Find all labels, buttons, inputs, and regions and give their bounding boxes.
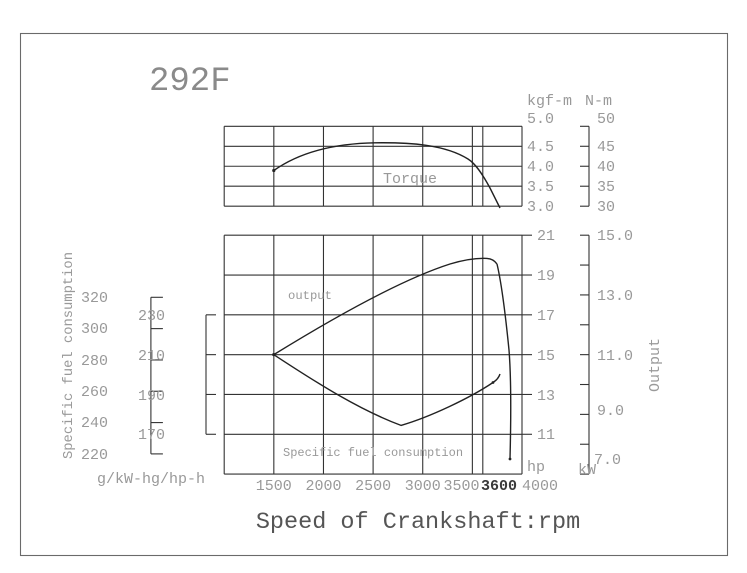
svg-text:Torque: Torque [383, 171, 437, 188]
svg-text:11: 11 [537, 427, 555, 444]
svg-text:3.5: 3.5 [527, 179, 554, 196]
svg-text:4.0: 4.0 [527, 159, 554, 176]
svg-text:1500: 1500 [256, 478, 292, 495]
svg-text:9.0: 9.0 [597, 403, 624, 420]
svg-text:3000: 3000 [405, 478, 441, 495]
svg-text:7.0: 7.0 [594, 452, 621, 469]
svg-text:15.0: 15.0 [597, 228, 633, 245]
svg-text:13.0: 13.0 [597, 288, 633, 305]
svg-text:hp: hp [527, 459, 545, 476]
svg-text:5.0: 5.0 [527, 111, 554, 128]
svg-text:N-m: N-m [585, 93, 612, 110]
svg-text:320: 320 [81, 290, 108, 307]
svg-text:13: 13 [537, 388, 555, 405]
svg-text:Speed of Crankshaft:rpm: Speed of Crankshaft:rpm [256, 509, 580, 536]
svg-text:230: 230 [138, 308, 165, 325]
svg-text:kgf-m: kgf-m [527, 93, 572, 110]
svg-text:2500: 2500 [355, 478, 391, 495]
svg-text:3600: 3600 [481, 478, 517, 495]
svg-text:190: 190 [138, 388, 165, 405]
svg-text:17: 17 [537, 308, 555, 325]
svg-text:170: 170 [138, 427, 165, 444]
svg-text:260: 260 [81, 384, 108, 401]
svg-text:4.5: 4.5 [527, 139, 554, 156]
svg-text:output: output [288, 289, 332, 303]
svg-text:210: 210 [138, 348, 165, 365]
svg-text:3500: 3500 [443, 478, 479, 495]
svg-text:292F: 292F [149, 63, 231, 101]
svg-text:3.0: 3.0 [527, 199, 554, 216]
svg-text:2000: 2000 [305, 478, 341, 495]
svg-text:30: 30 [597, 199, 615, 216]
svg-text:45: 45 [597, 139, 615, 156]
svg-text:Specific fuel consumption: Specific fuel consumption [283, 446, 463, 460]
svg-text:300: 300 [81, 321, 108, 338]
svg-text:19: 19 [537, 268, 555, 285]
svg-text:g/hp-h: g/hp-h [151, 471, 205, 488]
svg-text:21: 21 [537, 228, 555, 245]
svg-text:4000: 4000 [522, 478, 558, 495]
svg-text:Output: Output [647, 338, 664, 392]
svg-text:280: 280 [81, 353, 108, 370]
svg-text:g/kW-h: g/kW-h [97, 471, 151, 488]
svg-text:40: 40 [597, 159, 615, 176]
svg-text:15: 15 [537, 348, 555, 365]
svg-text:220: 220 [81, 447, 108, 464]
svg-text:11.0: 11.0 [597, 348, 633, 365]
svg-text:240: 240 [81, 415, 108, 432]
svg-text:50: 50 [597, 111, 615, 128]
svg-text:Specific fuel consumption: Specific fuel consumption [61, 252, 77, 459]
svg-text:kW: kW [578, 462, 596, 479]
svg-text:35: 35 [597, 179, 615, 196]
